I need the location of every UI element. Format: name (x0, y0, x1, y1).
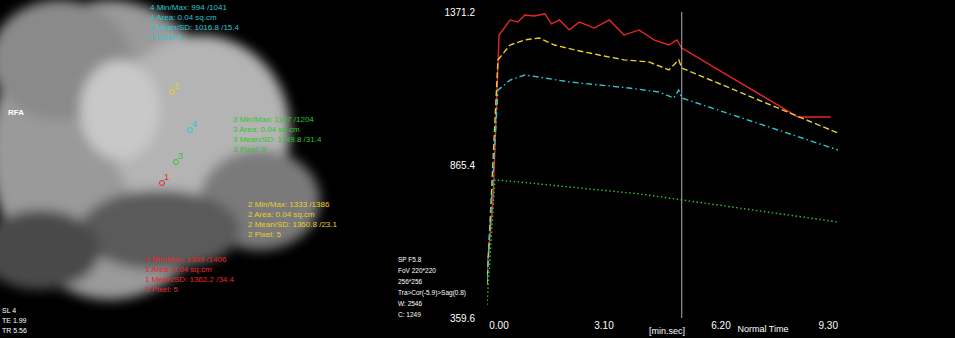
tick (484, 12, 487, 13)
series-line (487, 38, 838, 285)
scan-info: SP F5.8 (398, 256, 422, 263)
series-line (487, 180, 838, 305)
scan-param: TR 5.56 (2, 327, 27, 334)
series-line (487, 75, 838, 280)
x-tick-label: 6.20 (711, 320, 731, 331)
scan-param: TE 1.99 (2, 317, 27, 324)
roi-stat: 2 Pixel: 5 (248, 230, 281, 239)
series-line (487, 14, 831, 270)
roi-stat: 4 Mean/SD: 1016.8 /15.4 (150, 23, 240, 32)
roi-stat: 3 Pixel: 5 (233, 145, 266, 154)
tick (487, 318, 488, 320)
x-tick-label: 9.30 (819, 320, 839, 331)
roi-stat: 1 Area: 0.04 sq.cm (145, 265, 212, 274)
scan-info: 256*256 (398, 278, 423, 285)
scan-info: W: 2546 (398, 300, 422, 307)
mri-image (0, 0, 320, 300)
roi-stat: 3 Mean/SD: 1149.8 /31.4 (233, 135, 322, 144)
scan-info: FoV 220*220 (398, 267, 436, 274)
tissue (0, 210, 100, 290)
scan-param: SL 4 (2, 307, 16, 314)
tissue (80, 190, 240, 270)
roi-stat: 4 Area: 0.04 sq.cm (150, 13, 217, 22)
roi-stat: 1 Min/Max: 1309 /1406 (145, 255, 227, 264)
scan-info: Tra>Cor(-5.9)>Sag(0.8) (398, 289, 466, 297)
y-tick-label: 865.4 (450, 160, 475, 171)
roi-id: 3 (178, 151, 183, 161)
roi-stat: 1 Mean/SD: 1362.2 /34.4 (145, 275, 235, 284)
y-tick-label: 359.6 (450, 313, 475, 324)
roi-stat: 3 Area: 0.04 sq.cm (233, 125, 300, 134)
y-tick-label: 1371.2 (444, 7, 475, 18)
roi-stat: 1 Pixel: 5 (145, 285, 178, 294)
tissue (80, 60, 160, 160)
roi-stat: 4 Min/Max: 994 /1041 (150, 3, 227, 12)
roi-id: 1 (164, 172, 169, 182)
x-tick-label: 0.00 (489, 320, 509, 331)
roi-id: 2 (174, 81, 179, 91)
scan-info: C: 1249 (398, 311, 421, 318)
x-axis-label: [min.sec] (649, 326, 685, 336)
roi-stat: 2 Mean/SD: 1360.8 /23.1 (248, 220, 338, 229)
roi-stat: 4 Pixel: 5 (150, 33, 183, 42)
tick (484, 165, 487, 166)
plot-area (487, 12, 838, 318)
roi-stat: 2 Min/Max: 1333 /1386 (248, 200, 330, 209)
panel-label: RFA (8, 108, 24, 117)
roi-stat: 3 Min/Max: 1107 /1204 (233, 115, 314, 124)
mode-label: Normal Time (737, 324, 788, 334)
roi-id: 4 (192, 119, 197, 129)
roi-stat: 2 Area: 0.04 sq.cm (248, 210, 315, 219)
x-tick-label: 3.10 (594, 320, 614, 331)
cursor-line (681, 12, 682, 318)
